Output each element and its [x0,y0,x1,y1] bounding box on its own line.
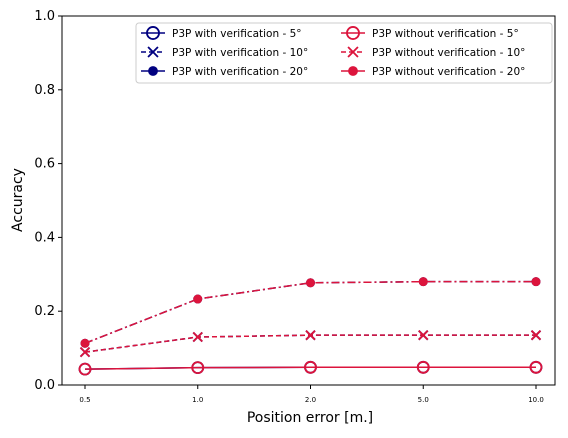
series-5-point-3 [418,277,428,287]
legend-entry-3: P3P without verification - 5° [341,26,519,40]
legend-label-0: P3P with verification - 5° [172,28,302,40]
legend-marker-2 [148,66,158,76]
series-5-point-2 [306,278,315,288]
series-3-point-1 [191,361,205,375]
series-4-point-3 [418,330,429,341]
series-4-point-1 [192,331,203,343]
series-5-point-1 [193,294,203,304]
legend-label-2: P3P with verification - 20° [172,66,308,78]
y-axis-label: Accuracy [10,168,26,232]
x-tick-label-2: 2.0 [305,396,316,404]
x-tick-label-4: 10.0 [528,396,544,404]
series-4 [79,330,542,358]
legend-entry-1: P3P with verification - 10° [141,46,308,59]
series-3 [78,360,543,376]
series-5-point-4 [531,277,541,287]
legend-marker-1 [147,46,159,58]
series-3-point-3 [416,360,430,374]
y-tick-label-3: 0.6 [34,157,55,172]
legend-entry-2: P3P with verification - 20° [141,66,308,78]
legend-marker-0 [146,26,160,40]
series-4-point-0 [79,347,91,358]
series-3-line [84,366,536,370]
legend-box [135,22,553,84]
legend-label-4: P3P without verification - 10° [372,47,525,59]
legend-entry-4: P3P without verification - 10° [341,46,525,59]
axes-frame [61,15,556,386]
legend-entry-0: P3P with verification - 5° [141,26,302,40]
y-tick-label-4: 0.8 [34,83,55,98]
series-3-point-2 [304,360,317,374]
legend-label-3: P3P without verification - 5° [372,28,519,40]
legend-entry-5: P3P without verification - 20° [341,66,525,78]
series-5 [80,277,541,348]
y-tick-label-5: 1.0 [34,9,55,24]
series-3-point-0 [78,362,92,376]
y-tick-label-2: 0.4 [34,230,55,245]
legend-label-1: P3P with verification - 10° [172,47,308,59]
series-4-point-4 [530,330,542,341]
x-tick-label-0: 0.5 [79,396,90,404]
legend: P3P with verification - 5° P3P with verif… [135,22,553,84]
x-tick-label-1: 1.0 [192,396,203,404]
series-3-point-4 [529,360,543,374]
legend-marker-3 [346,26,360,40]
y-tick-label-1: 0.2 [34,304,55,319]
series-5-point-0 [80,338,90,348]
axes-layer: 0.0 0.2 0.4 0.6 0.8 1.0 0.5 1.0 2.0 5.0 10.0 [34,9,556,404]
y-tick-label-0: 0.0 [34,378,55,393]
legend-label-5: P3P without verification - 20° [372,66,525,78]
legend-marker-4 [347,46,359,58]
x-tick-label-3: 5.0 [418,396,429,404]
x-axis-label: Position error [m.] [247,410,373,426]
series-layer [78,277,543,376]
legend-marker-5 [348,66,358,76]
series-4-point-2 [305,330,316,341]
